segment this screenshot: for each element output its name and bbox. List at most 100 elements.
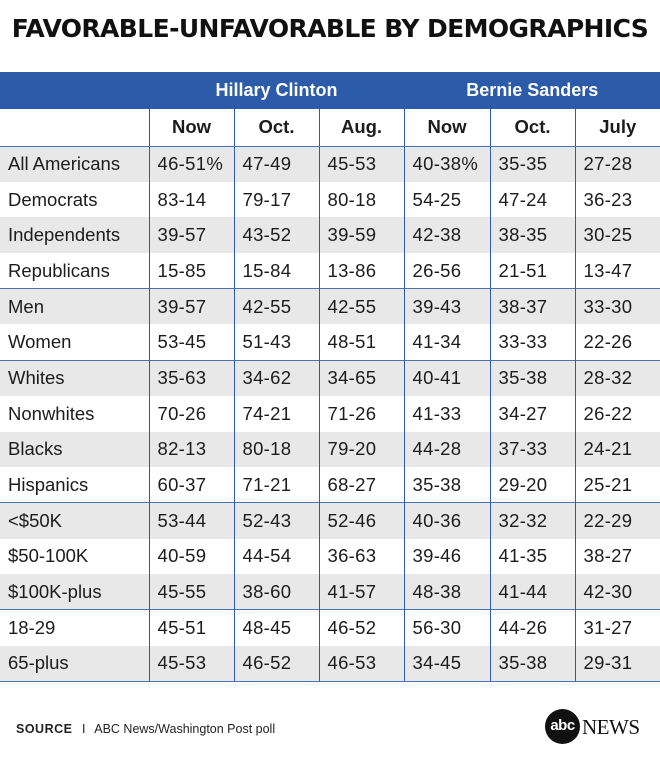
value-cell: 42-55	[318, 288, 405, 325]
value-cell: 42-55	[233, 288, 319, 325]
favorability-table: Hillary Clinton Bernie Sanders Now Oct. …	[0, 72, 660, 682]
row-label: All Americans	[0, 145, 149, 182]
value-cell: 40-36	[403, 502, 491, 539]
row-label: Hispanics	[8, 473, 89, 495]
group-header-sanders: Bernie Sanders	[403, 72, 660, 109]
row-label: Men	[0, 288, 149, 325]
column-header: Oct.	[233, 109, 319, 147]
value-cell: 45-53	[148, 645, 234, 682]
value-cell: 42-38	[403, 217, 491, 254]
row-label: $100K-plus	[0, 574, 149, 610]
row-label: Blacks	[0, 431, 149, 468]
table-row: Men 39-57 42-55 42-55 39-43 38-37 33-30	[0, 288, 660, 325]
row-label: 18-29	[0, 609, 149, 646]
value-cell: 51-43	[233, 324, 319, 361]
value-cell: 41-57	[318, 574, 405, 610]
table-row: $50-100K 40-59 44-54 36-63 39-46 41-35 38-27	[0, 538, 660, 575]
value-cell: 48-45	[233, 609, 319, 646]
table-row: $100K-plus 45-55 38-60 41-57 48-38 41-44 42-30	[0, 574, 660, 610]
value-cell: 46-53	[318, 645, 405, 682]
value-cell: 39-57	[148, 288, 234, 325]
value-cell: 35-38	[489, 645, 576, 682]
value-cell: 22-29	[574, 502, 660, 539]
value-cell: 21-51	[489, 253, 576, 289]
chart-title: FAVORABLE-UNFAVORABLE BY DEMOGRAPHICS	[11, 14, 649, 43]
row-label: 65-plus	[0, 645, 149, 682]
value-cell: 36-63	[318, 538, 405, 575]
value-cell: 53-45	[148, 324, 234, 361]
value-cell: 34-45	[403, 645, 491, 682]
value-cell: 39-57	[148, 217, 234, 254]
value-cell: 15-84	[233, 253, 319, 289]
table-row: Independents 39-57 43-52 39-59 42-38 38-35 30-…	[0, 217, 660, 254]
header-blank	[0, 72, 149, 109]
value-cell: 53-44	[148, 502, 234, 539]
value-cell: 27-28	[574, 145, 660, 182]
table-row: <$50K 53-44 52-43 52-46 40-36 32-32 22-29	[0, 502, 660, 539]
value-cell: 47-49	[233, 145, 319, 182]
value-cell: 43-52	[233, 217, 319, 254]
column-header: July	[574, 109, 660, 147]
value-cell: 41-33	[403, 395, 491, 432]
value-cell: 31-27	[574, 609, 660, 646]
value-cell: 26-56	[403, 253, 491, 289]
value-cell: 36-23	[574, 181, 660, 218]
value-cell: 54-25	[403, 181, 491, 218]
value-cell: 45-53	[318, 145, 405, 182]
row-label: Whites	[0, 359, 149, 396]
subheader-blank	[0, 109, 149, 147]
table-row: Whites 35-63 34-62 34-65 40-41 35-38 28-32	[0, 359, 660, 396]
table-row: Blacks 82-13 80-18 79-20 44-28 37-33 24-21	[0, 431, 660, 468]
value-cell: 45-55	[148, 574, 234, 610]
value-cell: 37-33	[489, 431, 576, 468]
value-cell: 32-32	[489, 502, 576, 539]
table-row: Hispanics 60-37 71-21 68-27 35-38 29-20 25-21	[0, 467, 660, 503]
value-cell: 39-59	[318, 217, 405, 254]
value-cell: 29-31	[574, 645, 660, 682]
value-cell: 44-54	[233, 538, 319, 575]
column-header: Oct.	[489, 109, 576, 147]
value-cell: 13-86	[318, 253, 405, 289]
table-row: Nonwhites 70-26 74-21 71-26 41-33 34-27 26-22	[0, 395, 660, 432]
source-line: SOURCE I ABC News/Washington Post poll	[16, 722, 275, 736]
value-cell: 34-62	[233, 359, 319, 396]
abc-news-logo: abc NEWS	[545, 709, 645, 745]
value-cell: 13-47	[574, 253, 660, 289]
value-cell: 68-27	[318, 467, 405, 503]
value-cell: 52-43	[233, 502, 319, 539]
value-cell: 70-26	[148, 395, 234, 432]
row-label: $50-100K	[8, 545, 89, 567]
value-cell: 46-52	[233, 645, 319, 682]
table-row: 65-plus 45-53 46-52 46-53 34-45 35-38 29-31	[0, 645, 660, 682]
value-cell: 28-32	[574, 359, 660, 396]
value-cell: 74-21	[233, 395, 319, 432]
value-cell: 82-13	[148, 431, 234, 468]
value-cell: 71-26	[318, 395, 405, 432]
value-cell: 41-44	[489, 574, 576, 610]
value-cell: 44-28	[403, 431, 491, 468]
value-cell: 29-20	[489, 467, 576, 503]
value-cell: 80-18	[233, 431, 319, 468]
column-header: Now	[148, 109, 234, 147]
row-label: Nonwhites	[8, 402, 95, 424]
value-cell: 41-34	[403, 324, 491, 361]
table-row: All Americans 46-51% 47-49 45-53 40-38% 35-35…	[0, 145, 660, 182]
group-header-clinton: Hillary Clinton	[148, 72, 405, 109]
value-cell: 40-41	[403, 359, 491, 396]
table-row: Women 53-45 51-43 48-51 41-34 33-33 22-26	[0, 324, 660, 361]
value-cell: 34-27	[489, 395, 576, 432]
value-cell: 22-26	[574, 324, 660, 361]
abc-logo-circle: abc	[545, 709, 580, 744]
row-label: Republicans	[8, 259, 110, 281]
value-cell: 35-38	[489, 359, 576, 396]
value-cell: 45-51	[148, 609, 234, 646]
value-cell: 30-25	[574, 217, 660, 254]
value-cell: 34-65	[318, 359, 405, 396]
value-cell: 24-21	[574, 431, 660, 468]
value-cell: 79-17	[233, 181, 319, 218]
row-label: <$50K	[0, 502, 149, 539]
value-cell: 38-35	[489, 217, 576, 254]
value-cell: 26-22	[574, 395, 660, 432]
value-cell: 35-63	[148, 359, 234, 396]
value-cell: 80-18	[318, 181, 405, 218]
